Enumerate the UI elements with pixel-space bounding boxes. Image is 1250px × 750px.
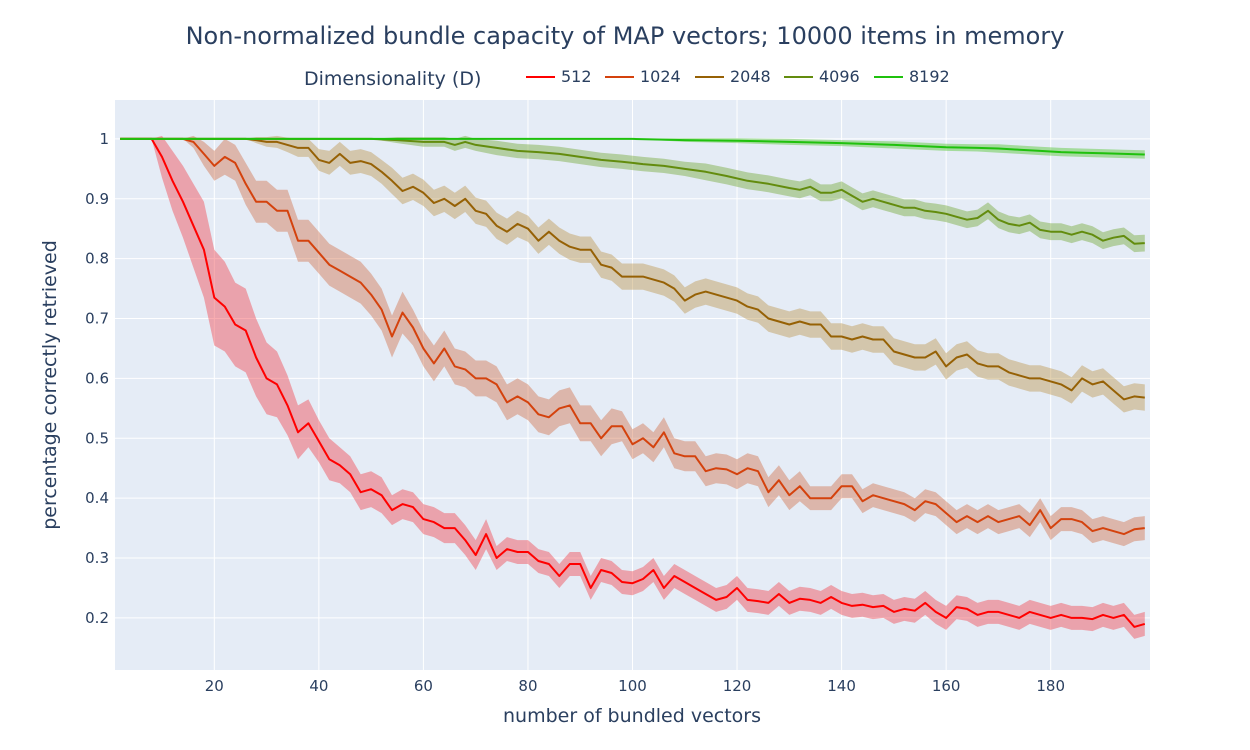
legend-item-2048[interactable]: 2048 [695,67,771,86]
band-2048 [120,135,1145,413]
legend-title: Dimensionality (D) [304,68,481,90]
legend-item-8192[interactable]: 8192 [874,67,950,86]
series-lines [120,137,1146,628]
y-tick-label: 0.4 [85,489,109,507]
legend-label: 512 [561,67,592,86]
band-4096 [120,135,1145,253]
x-axis-ticks: 20 40 60 80 100 120 140 160 180 [205,677,1065,695]
y-tick-label: 0.8 [85,250,109,268]
legend-label: 4096 [819,67,860,86]
x-tick-label: 180 [1036,677,1065,695]
legend-label: 8192 [909,67,950,86]
x-tick-label: 100 [618,677,647,695]
y-tick-label: 0.6 [85,369,109,387]
legend-label: 2048 [730,67,771,86]
y-tick-label: 0.5 [85,429,109,447]
y-tick-label: 1 [99,130,109,148]
line-8192 [120,137,1145,156]
legend-item-512[interactable]: 512 [526,67,592,86]
x-tick-label: 20 [205,677,224,695]
grid-lines [115,100,1150,670]
legend-item-4096[interactable]: 4096 [784,67,860,86]
x-tick-label: 60 [414,677,433,695]
band-1024 [120,135,1145,547]
x-tick-label: 40 [309,677,328,695]
line-4096 [120,137,1145,245]
x-tick-label: 80 [518,677,537,695]
y-tick-label: 0.2 [85,609,109,627]
confidence-bands [120,135,1145,639]
chart-title: Non-normalized bundle capacity of MAP ve… [186,22,1065,50]
y-tick-label: 0.7 [85,310,109,328]
legend-label: 1024 [640,67,681,86]
line-1024 [120,137,1145,536]
x-tick-label: 120 [723,677,752,695]
x-tick-label: 160 [932,677,961,695]
y-tick-label: 0.9 [85,190,109,208]
y-axis-ticks: 0.2 0.3 0.4 0.5 0.6 0.7 0.8 0.9 1 [85,130,109,627]
legend: Dimensionality (D) 512 1024 2048 4096 8192 [304,67,950,90]
y-tick-label: 0.3 [85,549,109,567]
y-axis-title: percentage correctly retrieved [39,240,61,530]
legend-item-1024[interactable]: 1024 [605,67,681,86]
x-tick-label: 140 [827,677,856,695]
line-512 [120,137,1146,628]
band-8192 [120,138,1145,159]
line-2048 [120,137,1145,401]
x-axis-title: number of bundled vectors [503,705,761,727]
